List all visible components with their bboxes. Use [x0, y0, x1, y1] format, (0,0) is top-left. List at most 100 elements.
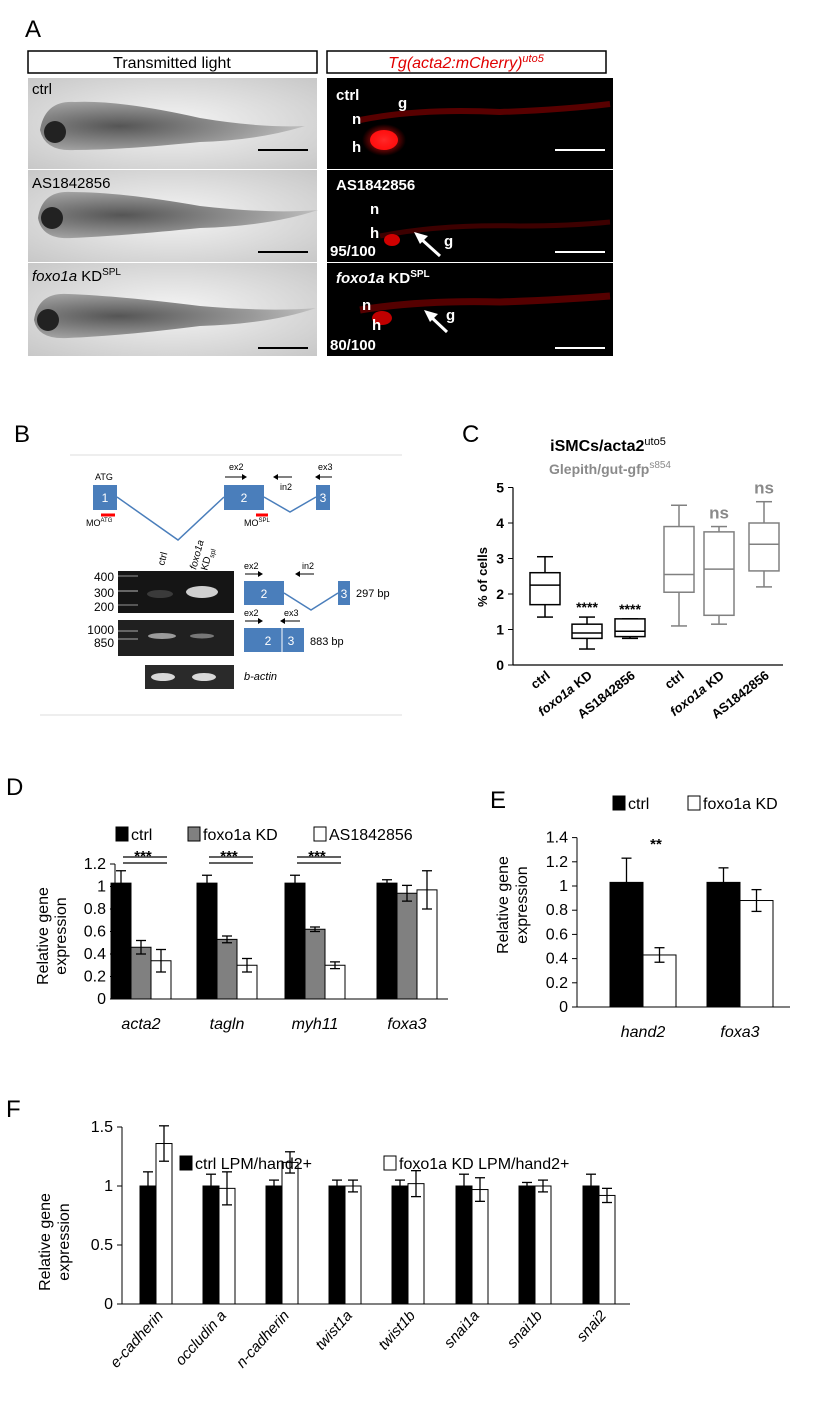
chart-f-category-label: snai1a [441, 1307, 483, 1351]
chart-d-sig: *** [220, 848, 238, 865]
chart-e-ytick-label: 0.8 [546, 902, 568, 919]
chart-e-legend-swatch [612, 795, 626, 811]
lt-label-kd: foxo1a KDSPL [32, 267, 121, 285]
chart-e-ytick-label: 1.4 [546, 830, 568, 847]
fl-label-kd: foxo1a KDSPL [336, 269, 430, 287]
chart-f-ytick-label: 1.5 [91, 1119, 113, 1136]
gel-lane-kd-2-main: KD [199, 555, 213, 571]
chart-f-category-label: twist1b [375, 1307, 419, 1353]
chart-c-title2-main: Glepith/gut-gfp [549, 461, 649, 477]
panel-label-b: B [14, 421, 30, 448]
chart-e-ytick-label: 1 [559, 878, 568, 895]
fl-letter-h-ctrl: h [352, 139, 361, 156]
chart-f-bar [407, 1183, 425, 1305]
mo-atg-label: MOATG [86, 518, 113, 528]
chart-c-title1: iSMCs/acta2uto5 [550, 436, 666, 455]
chart-f-category-label: occludin a [172, 1307, 230, 1369]
chart-d-sig: *** [134, 848, 152, 865]
chart-c-ytick-label: 5 [496, 480, 504, 496]
fl-image-as [327, 170, 613, 262]
chart-d-ylabel-1: Relative gene [35, 887, 52, 985]
chart-d-legend-swatch [187, 826, 201, 842]
fl-label-as: AS1842856 [336, 177, 415, 194]
chart-d-bar [110, 882, 132, 1000]
chart-f-bar [471, 1189, 489, 1305]
gel-1 [118, 571, 234, 613]
chart-c-box [748, 522, 780, 572]
chart-c-ytick-label: 4 [496, 515, 504, 531]
chart-c-box [614, 618, 646, 638]
lt-image-kd [28, 263, 317, 356]
chart-f-category-label: twist1a [312, 1307, 356, 1353]
chart-f: 0 0.5 1 1.5 e-cadherin occludin a n-cadherin tw… [91, 1119, 630, 1371]
chart-c-box [571, 623, 603, 640]
chart-e-legend-label: ctrl [628, 796, 649, 813]
fl-fraction-as: 95/100 [330, 243, 376, 260]
product1-size: 297 bp [356, 588, 390, 600]
ladder1-300: 300 [94, 586, 114, 600]
gene-diagram [93, 474, 332, 541]
exon-1-label: 1 [102, 491, 109, 505]
chart-f-ylabel-2: expression [56, 1203, 73, 1280]
chart-c-ytick-label: 1 [496, 622, 504, 638]
chart-d-legend-label: ctrl [131, 827, 152, 844]
chart-f-legend-label: foxo1a KD LPM/hand2+ [399, 1156, 569, 1173]
product1-exon3: 3 [341, 587, 348, 601]
chart-d-category-label: acta2 [121, 1016, 160, 1033]
chart-e-legend-swatch [687, 795, 701, 811]
chart-c-sig: ns [709, 504, 729, 523]
fl-image-ctrl [327, 78, 613, 169]
chart-c-box [703, 531, 735, 617]
panel-label-f: F [6, 1096, 21, 1123]
mo-spl-main: MO [244, 518, 259, 528]
gel-lane-kd-2: KDspl [199, 546, 218, 572]
ladder2-850: 850 [94, 636, 114, 650]
chart-e-category-label: hand2 [621, 1024, 666, 1041]
product2-ex2: ex2 [244, 608, 259, 618]
chart-d-ylabel-2: expression [53, 897, 70, 974]
chart-f-category-label: snai2 [573, 1307, 610, 1346]
chart-e-sig: ** [650, 836, 662, 853]
product-diagram-2 [244, 618, 304, 652]
gel-lane-kd-2-sup: spl [209, 548, 218, 559]
primer-ex3-label: ex3 [318, 462, 333, 472]
chart-f-category-label: n-cadherin [233, 1307, 293, 1371]
chart-c-title2-sup: s854 [649, 460, 671, 471]
mo-atg-sup: ATG [101, 518, 113, 524]
fl-label-ctrl: ctrl [336, 87, 359, 104]
chart-f-bar [265, 1185, 283, 1305]
chart-d-ytick-label: 0.2 [84, 969, 106, 986]
lt-label-kd-italic: foxo1a [32, 268, 77, 285]
chart-d-legend-label: AS1842856 [329, 827, 413, 844]
ladder1-200: 200 [94, 600, 114, 614]
lt-label-ctrl: ctrl [32, 81, 52, 98]
chart-d-bar [324, 964, 346, 1000]
chart-f-ytick-label: 1 [104, 1178, 113, 1195]
panel-label-a: A [25, 16, 41, 43]
chart-f-category-label: snai1b [504, 1307, 546, 1351]
chart-e-ylabel-1: Relative gene [495, 856, 512, 954]
chart-e-ytick-label: 0.6 [546, 926, 568, 943]
chart-d-category-label: myh11 [292, 1016, 339, 1033]
chart-f-bar [518, 1185, 536, 1305]
chart-d-bar [196, 882, 218, 1000]
chart-e-ytick-label: 1.2 [546, 854, 568, 871]
header-left-text: Transmitted light [113, 55, 231, 72]
mo-spl-sup: SPL [259, 518, 271, 524]
chart-d-bar [284, 882, 306, 1000]
chart-f-legend-label: ctrl LPM/hand2+ [195, 1156, 312, 1173]
chart-f-bar [155, 1143, 173, 1305]
chart-d-sig: *** [308, 848, 326, 865]
product2-exon3: 3 [288, 634, 295, 648]
chart-c-box [663, 525, 695, 593]
chart-d-bar [216, 938, 238, 1000]
chart-f-ylabel-1: Relative gene [37, 1193, 54, 1291]
chart-f-bar [455, 1185, 473, 1305]
chart-d-ytick-label: 1.2 [84, 856, 106, 873]
primer-ex2-label: ex2 [229, 462, 244, 472]
chart-c-sig: **** [576, 599, 598, 615]
chart-e-ytick-label: 0 [559, 999, 568, 1016]
chart-d-category-label: tagln [210, 1016, 245, 1033]
panel-label-d: D [6, 774, 23, 801]
